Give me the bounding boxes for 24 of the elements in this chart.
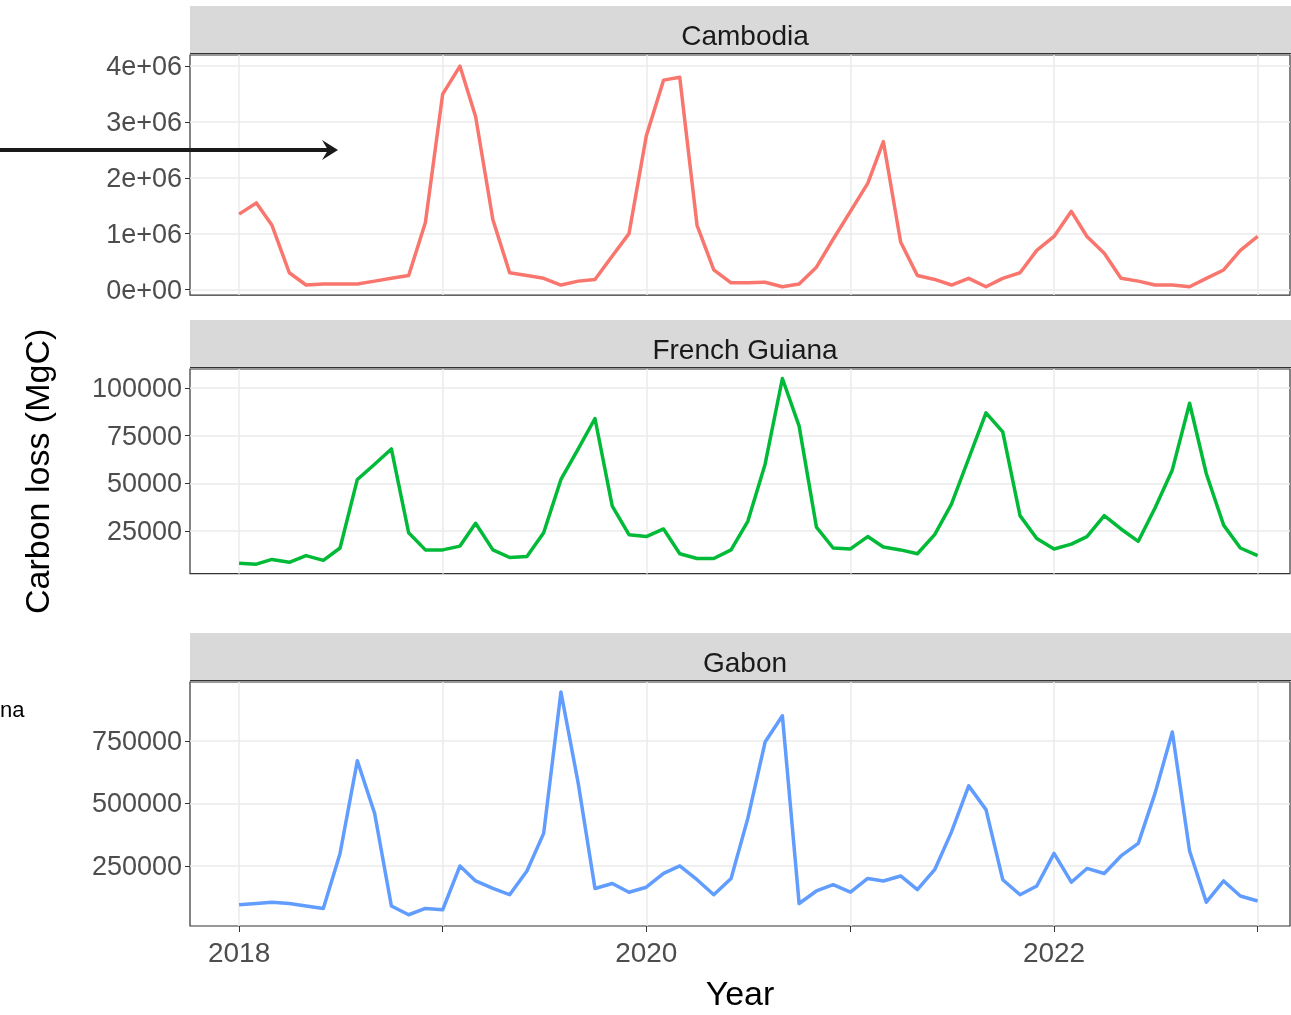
y-tick-label: 2e+06 — [106, 162, 182, 193]
y-tick-label: 750000 — [91, 725, 182, 756]
line-series — [237, 376, 1260, 566]
y-tick-label: 50000 — [106, 468, 182, 499]
y-tick-label: 3e+06 — [106, 107, 182, 137]
y-axis-title: Carbon loss (MgC) — [18, 328, 56, 615]
y-tick-label: 75000 — [106, 420, 182, 451]
chart-title: Cambodia — [681, 19, 810, 51]
x-tick-label: 2018 — [207, 936, 271, 968]
x-axis-title: Year — [705, 974, 775, 1012]
y-tick-label: 0e+00 — [106, 274, 182, 305]
chart-title: Gabon — [702, 646, 788, 678]
y-tick-label: 25000 — [106, 515, 182, 546]
text: na — [0, 696, 26, 722]
y-tick-label: 1e+06 — [106, 218, 182, 249]
y-tick-label: 4e+06 — [106, 51, 182, 82]
x-tick-label: 2022 — [1022, 936, 1086, 968]
x-tick-label: 2020 — [615, 936, 678, 968]
line-series — [237, 64, 1260, 289]
y-tick-label: 100000 — [91, 373, 182, 404]
chart-title: French Guiana — [652, 333, 839, 365]
line-series — [237, 690, 1260, 917]
y-tick-label: 250000 — [91, 850, 182, 881]
y-tick-label: 500000 — [91, 788, 182, 819]
